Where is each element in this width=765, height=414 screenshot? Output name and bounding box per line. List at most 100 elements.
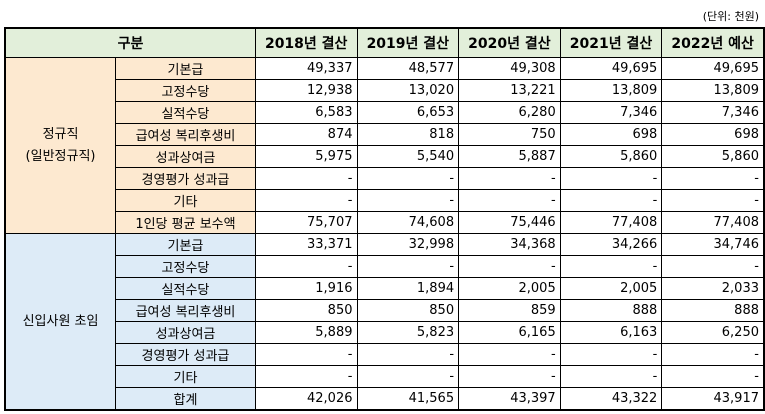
value-cell: -: [356, 343, 460, 366]
value-cell: 34,266: [559, 233, 663, 256]
table-row: 고정수당 12,938 13,020 13,221 13,809 13,809: [5, 79, 765, 102]
value-cell: -: [254, 189, 358, 212]
group-cell: 신입사원 초임: [4, 233, 117, 411]
value-cell: 32,998: [356, 233, 460, 256]
value-cell: 49,695: [661, 57, 765, 80]
value-cell: 77,408: [559, 211, 663, 234]
value-cell: -: [661, 343, 765, 366]
item-cell: 1인당 평균 보수액: [115, 211, 256, 234]
value-cell: 6,163: [559, 321, 663, 344]
value-cell: -: [661, 167, 765, 190]
value-cell: -: [254, 167, 358, 190]
header-cell: 2021년 결산: [559, 27, 663, 58]
group-label: (일반정규직): [25, 148, 96, 164]
value-cell: 6,250: [661, 321, 765, 344]
value-cell: 6,653: [356, 101, 460, 124]
value-cell: -: [254, 365, 358, 388]
value-cell: 850: [254, 299, 358, 322]
group-label: 정규직: [42, 126, 79, 142]
value-cell: -: [559, 343, 663, 366]
value-cell: 49,695: [559, 57, 663, 80]
item-cell: 급여성 복리후생비: [115, 123, 256, 146]
item-cell: 성과상여금: [115, 321, 256, 344]
table-row: 기타 - - - - -: [5, 365, 765, 388]
item-cell: 기본급: [115, 233, 256, 256]
table-row: 경영평가 성과급 - - - - -: [5, 343, 765, 366]
value-cell: -: [356, 189, 460, 212]
value-cell: 1,916: [254, 277, 358, 300]
value-cell: 48,577: [356, 57, 460, 80]
item-cell: 기타: [115, 189, 256, 212]
value-cell: -: [559, 189, 663, 212]
value-cell: 77,408: [661, 211, 765, 234]
value-cell: 13,020: [356, 79, 460, 102]
table-row: 신입사원 초임 기본급 33,371 32,998 34,368 34,266 34,746: [4, 233, 765, 411]
table-row: 기타 - - - - -: [5, 189, 765, 212]
unit-label: (단위: 천원): [702, 10, 759, 23]
value-cell: -: [559, 167, 663, 190]
item-cell: 실적수당: [115, 101, 256, 124]
value-cell: 1,894: [356, 277, 460, 300]
table-row: 1인당 평균 보수액 75,707 74,608 75,446 77,408 77,408: [5, 211, 765, 234]
salary-table: 구분 2018년 결산 2019년 결산 2020년 결산 2021년 결산 2022년 …: [4, 27, 765, 411]
item-cell: 실적수당: [115, 277, 256, 300]
value-cell: 41,565: [356, 387, 460, 411]
header-cell: 2022년 예산: [661, 27, 765, 58]
value-cell: 888: [559, 299, 663, 322]
value-cell: 5,860: [661, 145, 765, 168]
value-cell: 5,889: [254, 321, 358, 344]
value-cell: 43,322: [559, 387, 663, 411]
value-cell: 5,823: [356, 321, 460, 344]
item-cell: 합계: [115, 387, 256, 411]
table-row: 합계 42,026 41,565 43,397 43,322 43,917: [5, 387, 765, 411]
table-row: 정규직 (일반정규직) 기본급 49,337 48,577 49,308 49,695 49,…: [4, 57, 765, 234]
value-cell: 6,165: [458, 321, 561, 344]
value-cell: -: [254, 343, 358, 366]
value-cell: 13,809: [559, 79, 663, 102]
value-cell: 43,917: [661, 387, 765, 411]
table-row: 성과상여금 5,975 5,540 5,887 5,860 5,860: [5, 145, 765, 168]
value-cell: -: [458, 365, 561, 388]
item-cell: 기본급: [115, 57, 256, 80]
value-cell: 5,540: [356, 145, 460, 168]
value-cell: 7,346: [559, 101, 663, 124]
value-cell: 874: [254, 123, 358, 146]
value-cell: 34,746: [661, 233, 765, 256]
value-cell: 74,608: [356, 211, 460, 234]
header-cell: 2020년 결산: [458, 27, 561, 58]
value-cell: 33,371: [254, 233, 358, 256]
value-cell: 818: [356, 123, 460, 146]
value-cell: 2,033: [661, 277, 765, 300]
value-cell: 5,887: [458, 145, 561, 168]
value-cell: -: [458, 167, 561, 190]
value-cell: 859: [458, 299, 561, 322]
value-cell: -: [254, 255, 358, 278]
header-cell: 구분: [4, 27, 256, 58]
value-cell: -: [458, 189, 561, 212]
value-cell: 698: [661, 123, 765, 146]
value-cell: -: [661, 255, 765, 278]
item-cell: 성과상여금: [115, 145, 256, 168]
value-cell: 6,583: [254, 101, 358, 124]
item-cell: 급여성 복리후생비: [115, 299, 256, 322]
item-cell: 기타: [115, 365, 256, 388]
value-cell: 6,280: [458, 101, 561, 124]
value-cell: 2,005: [559, 277, 663, 300]
table-row: 실적수당 6,583 6,653 6,280 7,346 7,346: [5, 101, 765, 124]
value-cell: -: [661, 189, 765, 212]
table-row: 고정수당 - - - - -: [5, 255, 765, 278]
item-cell: 고정수당: [115, 79, 256, 102]
value-cell: -: [661, 365, 765, 388]
header-cell: 2018년 결산: [254, 27, 358, 58]
value-cell: 75,707: [254, 211, 358, 234]
value-cell: 12,938: [254, 79, 358, 102]
value-cell: 2,005: [458, 277, 561, 300]
value-cell: 75,446: [458, 211, 561, 234]
group-label: 신입사원 초임: [22, 313, 99, 329]
table-row: 급여성 복리후생비 874 818 750 698 698: [5, 123, 765, 146]
value-cell: 49,308: [458, 57, 561, 80]
value-cell: -: [458, 343, 561, 366]
table-row: 경영평가 성과급 - - - - -: [5, 167, 765, 190]
value-cell: -: [559, 365, 663, 388]
